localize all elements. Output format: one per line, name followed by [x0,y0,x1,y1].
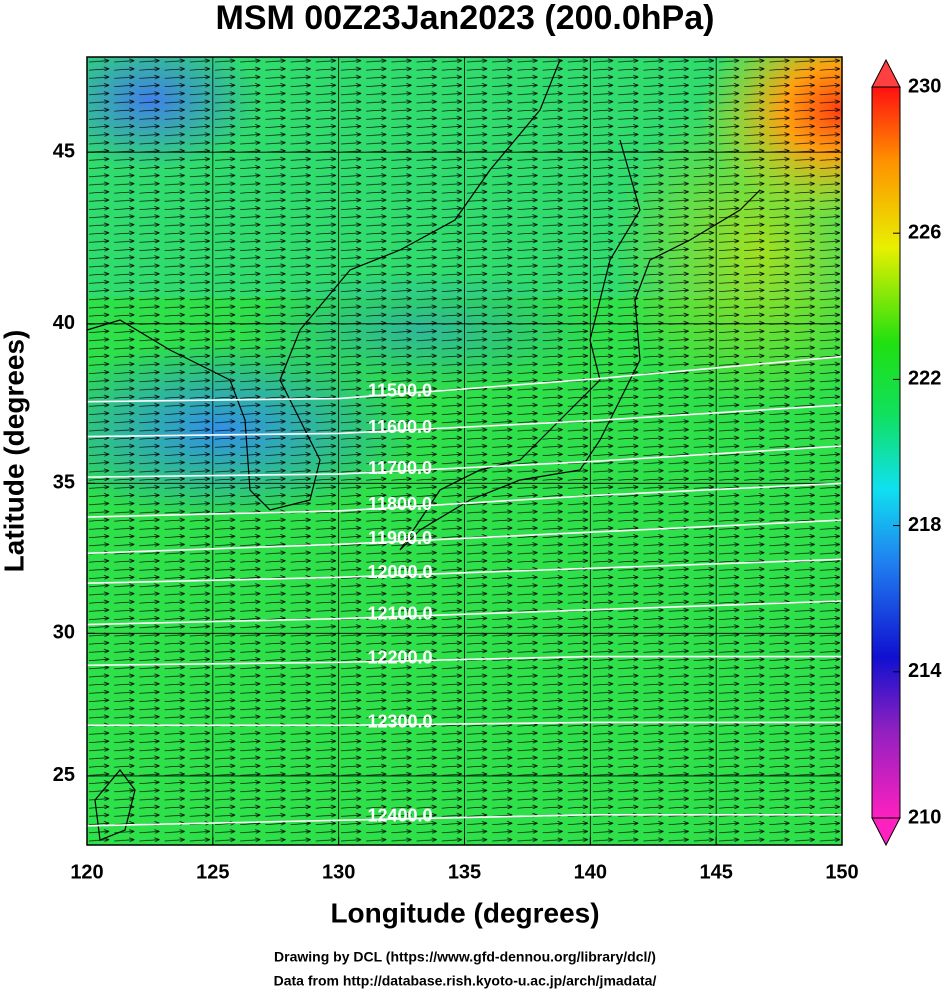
x-tick-label: 150 [825,861,858,883]
contour-label: 11900.0 [368,528,432,548]
contour-label: 12200.0 [367,648,432,668]
contour-line [86,404,843,438]
contour-label: 11500.0 [368,381,432,401]
x-tick-label: 135 [448,861,481,883]
y-tick-label: 30 [53,622,75,644]
contour-line [86,655,842,667]
contour-line [86,355,843,403]
contour-line [86,482,843,518]
y-tick-label: 45 [53,140,75,162]
colorbar-label: 222 [908,368,941,390]
y-tick-label: 40 [53,312,75,334]
x-tick-label: 145 [699,861,732,883]
contour-line [86,519,843,555]
x-tick-label: 130 [322,861,355,883]
colorbar-label: 210 [908,806,941,828]
chart-title: MSM 00Z23Jan2023 (200.0hPa) [216,0,715,37]
contour-line [86,600,843,626]
x-tick-label: 120 [70,861,103,883]
y-tick-label: 25 [53,764,75,786]
x-axis-label: Longitude (degrees) [330,897,599,928]
colorbar-cap [871,817,901,847]
colorbar [871,86,901,819]
contour-label: 12100.0 [367,603,432,623]
x-tick-label: 125 [196,861,229,883]
contour-label: 11800.0 [368,494,432,514]
footer: Data from http://database.rish.kyoto-u.a… [274,973,657,989]
contour-line [86,558,843,585]
colorbar-label: 214 [908,660,942,682]
contour-label: 11600.0 [368,417,432,437]
colorbar-label: 226 [908,221,941,243]
y-tick-label: 35 [53,472,75,494]
colorbar-cap [871,58,901,88]
contour-line [87,721,842,727]
y-axis-label: Latitude (degrees) [0,330,29,573]
contour-label: 12400.0 [367,806,432,826]
contour-line [86,445,843,478]
contour-label: 11700.0 [368,458,432,478]
colorbar-label: 218 [908,514,941,536]
x-tick-label: 140 [574,861,607,883]
footer: Drawing by DCL (https://www.gfd-dennou.o… [274,949,656,965]
field [87,57,842,845]
contour-label: 12000.0 [367,562,432,582]
contour-label: 12300.0 [367,711,432,731]
colorbar-label: 230 [908,75,941,97]
contour-line [86,813,842,827]
